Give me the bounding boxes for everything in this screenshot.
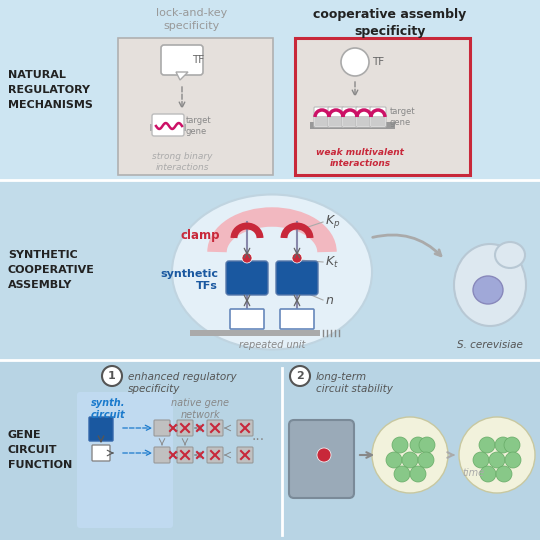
FancyBboxPatch shape xyxy=(152,114,184,136)
Circle shape xyxy=(317,448,331,462)
Circle shape xyxy=(290,366,310,386)
Bar xyxy=(0,360,540,540)
Text: GENE
CIRCUIT
FUNCTION: GENE CIRCUIT FUNCTION xyxy=(8,430,72,470)
Text: 2: 2 xyxy=(296,371,304,381)
Ellipse shape xyxy=(172,194,372,349)
Text: clamp: clamp xyxy=(180,230,220,242)
Circle shape xyxy=(372,417,448,493)
FancyBboxPatch shape xyxy=(370,107,386,127)
Text: enhanced regulatory
specificity: enhanced regulatory specificity xyxy=(128,372,237,394)
FancyBboxPatch shape xyxy=(328,107,344,127)
Circle shape xyxy=(394,466,410,482)
FancyBboxPatch shape xyxy=(289,420,354,498)
Circle shape xyxy=(480,466,496,482)
FancyBboxPatch shape xyxy=(77,392,173,528)
Bar xyxy=(118,38,273,175)
Circle shape xyxy=(102,366,122,386)
FancyBboxPatch shape xyxy=(276,261,318,295)
Text: TF: TF xyxy=(192,55,204,65)
Circle shape xyxy=(459,417,535,493)
Text: ···: ··· xyxy=(252,433,265,447)
Text: $K_t$: $K_t$ xyxy=(325,254,339,269)
Text: target
gene: target gene xyxy=(186,116,212,136)
Circle shape xyxy=(419,437,435,453)
Text: S. cerevisiae: S. cerevisiae xyxy=(457,340,523,350)
Circle shape xyxy=(410,437,426,453)
Text: synth.
circuit: synth. circuit xyxy=(91,398,125,420)
Bar xyxy=(371,116,385,126)
FancyBboxPatch shape xyxy=(154,420,170,436)
Circle shape xyxy=(242,253,252,263)
FancyBboxPatch shape xyxy=(161,45,203,75)
Circle shape xyxy=(479,437,495,453)
Text: long-term
circuit stability: long-term circuit stability xyxy=(316,372,393,394)
Bar xyxy=(343,116,357,126)
FancyBboxPatch shape xyxy=(230,309,264,329)
Bar xyxy=(295,38,470,175)
Text: native gene
network: native gene network xyxy=(171,398,229,420)
Text: TF: TF xyxy=(372,57,384,67)
Text: weak multivalent
interactions: weak multivalent interactions xyxy=(316,148,404,168)
Bar xyxy=(357,116,371,126)
Circle shape xyxy=(496,466,512,482)
Text: lock-and-key
specificity: lock-and-key specificity xyxy=(157,8,228,31)
Circle shape xyxy=(386,452,402,468)
Bar xyxy=(0,0,540,180)
Circle shape xyxy=(489,452,505,468)
Text: 1: 1 xyxy=(108,371,116,381)
FancyBboxPatch shape xyxy=(356,107,372,127)
Circle shape xyxy=(341,48,369,76)
Text: $n$: $n$ xyxy=(325,294,334,307)
FancyBboxPatch shape xyxy=(226,261,268,295)
Text: time: time xyxy=(462,468,484,478)
FancyBboxPatch shape xyxy=(280,309,314,329)
Ellipse shape xyxy=(454,244,526,326)
Circle shape xyxy=(504,437,520,453)
Bar xyxy=(310,122,395,129)
Circle shape xyxy=(402,452,418,468)
FancyBboxPatch shape xyxy=(92,445,110,461)
Text: SYNTHETIC
COOPERATIVE
ASSEMBLY: SYNTHETIC COOPERATIVE ASSEMBLY xyxy=(8,250,95,290)
Text: repeated unit: repeated unit xyxy=(239,340,305,350)
Ellipse shape xyxy=(495,242,525,268)
Bar xyxy=(0,180,540,360)
FancyBboxPatch shape xyxy=(154,447,170,463)
Circle shape xyxy=(418,452,434,468)
Ellipse shape xyxy=(473,276,503,304)
FancyBboxPatch shape xyxy=(177,420,193,436)
Bar xyxy=(150,124,186,131)
FancyBboxPatch shape xyxy=(89,417,113,441)
Bar xyxy=(190,330,320,336)
Circle shape xyxy=(495,437,511,453)
FancyBboxPatch shape xyxy=(207,420,223,436)
Text: cooperative assembly
specificity: cooperative assembly specificity xyxy=(313,8,467,38)
Circle shape xyxy=(292,253,302,263)
FancyBboxPatch shape xyxy=(237,420,253,436)
Text: $K_p$: $K_p$ xyxy=(325,213,340,231)
Polygon shape xyxy=(176,72,188,80)
Circle shape xyxy=(410,466,426,482)
FancyBboxPatch shape xyxy=(207,447,223,463)
Bar xyxy=(329,116,343,126)
Bar xyxy=(315,116,329,126)
Text: NATURAL
REGULATORY
MECHANISMS: NATURAL REGULATORY MECHANISMS xyxy=(8,70,93,110)
FancyBboxPatch shape xyxy=(314,107,330,127)
Circle shape xyxy=(473,452,489,468)
Text: synthetic
TFs: synthetic TFs xyxy=(160,269,218,291)
Text: target
gene: target gene xyxy=(390,107,416,127)
Circle shape xyxy=(505,452,521,468)
Text: strong binary
interactions: strong binary interactions xyxy=(152,152,212,172)
FancyBboxPatch shape xyxy=(237,447,253,463)
Circle shape xyxy=(392,437,408,453)
FancyBboxPatch shape xyxy=(342,107,358,127)
FancyBboxPatch shape xyxy=(177,447,193,463)
